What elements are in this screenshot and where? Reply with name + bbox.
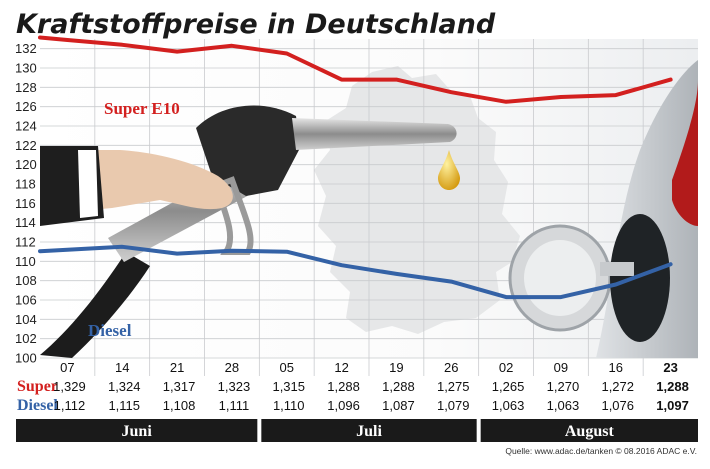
y-tick-label: 126 (15, 99, 37, 114)
data-point (120, 245, 124, 249)
fuel-drop-icon (438, 150, 460, 190)
row-label-super: Super (17, 378, 58, 395)
price-cell: 1,317 (163, 379, 196, 394)
price-cell: 1,265 (492, 379, 525, 394)
data-point (175, 252, 179, 256)
y-tick-label: 116 (15, 196, 36, 211)
data-point (65, 248, 70, 252)
data-point (230, 44, 234, 48)
month-label: Juli (356, 423, 382, 440)
price-cell: 1,108 (163, 398, 196, 413)
data-point (504, 295, 508, 299)
price-cell: 1,288 (656, 379, 689, 394)
price-cell: 1,111 (219, 398, 250, 413)
x-tick-label: 12 (334, 360, 348, 375)
y-tick-label: 106 (15, 293, 37, 308)
x-tick-label: 02 (499, 360, 513, 375)
x-tick-label: 21 (170, 360, 184, 375)
price-cell: 1,087 (382, 398, 415, 413)
month-bar (480, 419, 698, 442)
x-tick-label: 09 (554, 360, 568, 375)
price-cell: 1,323 (218, 379, 251, 394)
x-tick-label: 14 (115, 360, 129, 375)
y-tick-label: 112 (15, 235, 36, 250)
price-cell: 1,272 (601, 379, 634, 394)
data-point (394, 78, 399, 82)
data-point (559, 295, 563, 299)
data-point (65, 38, 70, 42)
y-tick-label: 110 (15, 254, 36, 269)
price-cell: 1,097 (656, 398, 689, 413)
price-cell: 1,063 (547, 398, 580, 413)
data-point (230, 249, 234, 253)
x-tick-label: 16 (609, 360, 623, 375)
data-point (285, 250, 289, 254)
y-axis-ticks: 100 102 104 106 108 110 112 114 116 118 120 122 124 1… (15, 41, 37, 365)
price-cell: 1,329 (53, 379, 86, 394)
y-tick-label: 100 (15, 351, 37, 366)
x-tick-label: 07 (60, 360, 74, 375)
month-bar (261, 419, 477, 442)
price-cell: 1,110 (273, 398, 305, 413)
x-tick-label: 26 (444, 360, 458, 375)
y-tick-label: 132 (15, 41, 37, 56)
x-tick-label: 19 (389, 360, 403, 375)
y-tick-label: 122 (15, 138, 37, 153)
y-tick-label: 104 (15, 312, 37, 327)
price-cell: 1,288 (327, 379, 360, 394)
data-point (559, 95, 563, 99)
row-label-diesel: Diesel (17, 397, 58, 414)
price-cell: 1,096 (327, 398, 360, 413)
data-point (394, 272, 399, 276)
chart-title: Kraftstoffpreise in Deutschland (16, 9, 496, 40)
y-tick-label: 128 (15, 80, 37, 95)
price-cell: 1,115 (108, 398, 140, 413)
x-axis-week-labels: 07 14 21 28 05 12 19 26 02 09 16 23 (60, 360, 678, 375)
price-table: 1,329 1,324 1,317 1,323 1,315 1,288 1,288 1,275… (53, 379, 689, 413)
car-fuel-door-illustration (508, 60, 698, 358)
data-point (175, 49, 179, 54)
x-tick-label: 05 (280, 360, 294, 375)
price-cell: 1,112 (54, 398, 86, 413)
month-label: August (565, 423, 615, 440)
price-cell: 1,079 (437, 398, 470, 413)
data-point (339, 263, 344, 267)
data-point (449, 90, 453, 94)
price-cell: 1,315 (272, 379, 305, 394)
month-bar (16, 419, 258, 442)
data-point (449, 280, 453, 284)
data-point (339, 78, 344, 82)
data-point (285, 51, 289, 56)
data-point (668, 78, 673, 82)
series-label-super-e10: Super E10 (104, 99, 180, 118)
y-tick-label: 102 (15, 331, 37, 346)
series-lines (38, 35, 673, 300)
data-point (614, 93, 618, 97)
price-cell: 1,270 (547, 379, 580, 394)
y-tick-label: 120 (15, 157, 37, 172)
y-tick-label: 130 (15, 61, 37, 76)
month-label: Juni (122, 423, 153, 440)
y-tick-label: 108 (15, 273, 37, 288)
data-point (668, 262, 673, 266)
price-cell: 1,076 (601, 398, 634, 413)
x-tick-label: 23 (663, 360, 677, 375)
y-tick-label: 114 (15, 215, 36, 230)
price-cell: 1,324 (108, 379, 141, 394)
month-bars: Juni Juli August (16, 419, 698, 442)
y-tick-label: 124 (15, 119, 37, 134)
data-point (120, 43, 124, 47)
fuel-pump-nozzle-illustration (40, 105, 457, 358)
series-label-diesel: Diesel (88, 321, 132, 340)
y-tick-label: 118 (15, 177, 36, 192)
price-cell: 1,063 (492, 398, 525, 413)
x-tick-label: 28 (225, 360, 239, 375)
price-cell: 1,288 (382, 379, 415, 394)
source-note: Quelle: www.adac.de/tanken © 08.2016 ADA… (505, 446, 697, 456)
data-point (504, 100, 508, 104)
price-cell: 1,275 (437, 379, 470, 394)
data-point (614, 282, 618, 287)
